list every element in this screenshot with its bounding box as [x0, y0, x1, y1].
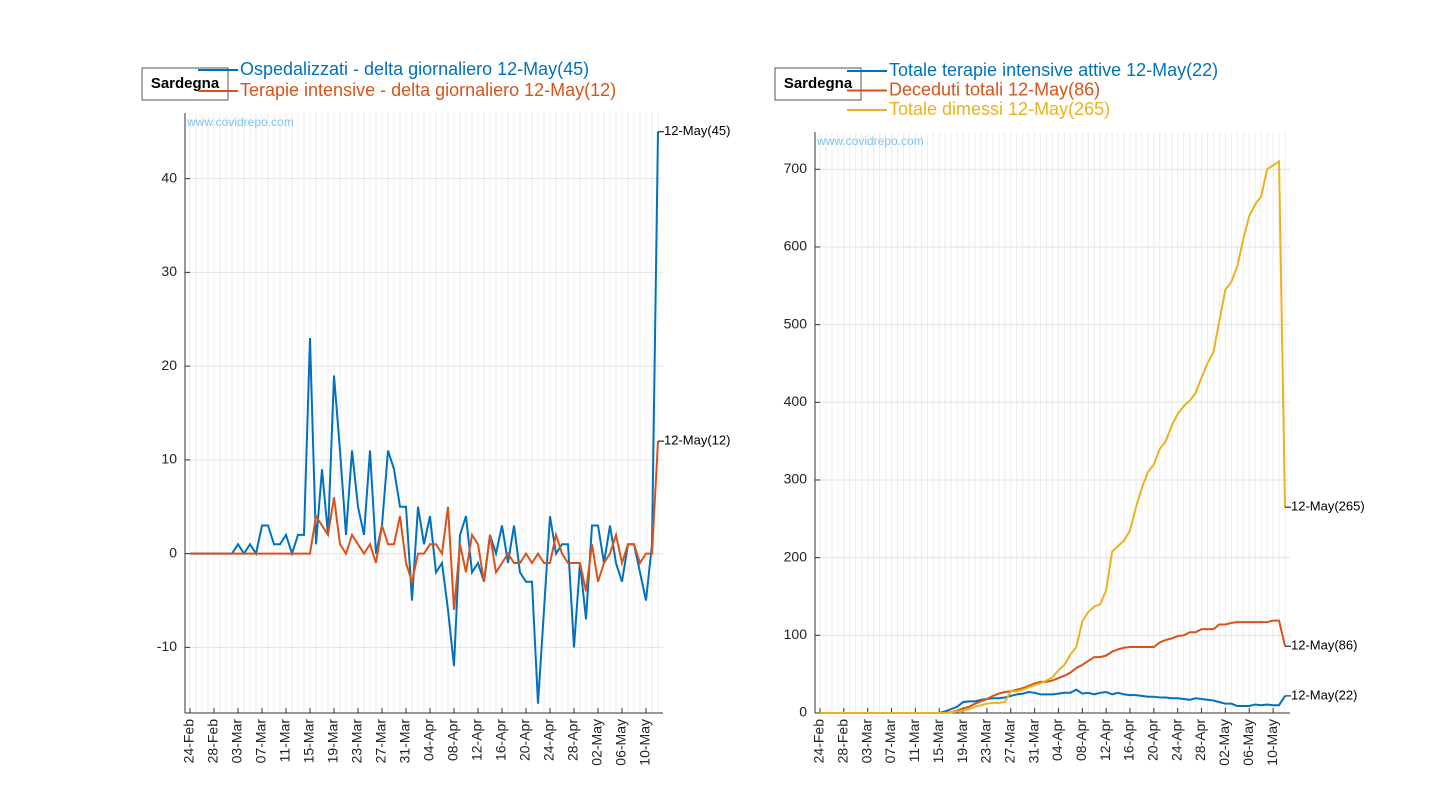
x-tick-label: 24-Apr [1168, 719, 1184, 761]
y-tick-label: 0 [799, 704, 807, 720]
x-tick-label: 23-Mar [349, 719, 365, 764]
x-tick-label: 24-Apr [541, 719, 557, 761]
y-tick-label: 300 [784, 471, 808, 487]
region-box [141, 67, 229, 101]
x-tick-label: 02-May [589, 719, 605, 766]
legend-label: Totale dimessi 12-May(265) [889, 99, 1110, 119]
x-tick-label: 02-May [1216, 719, 1232, 766]
x-tick-label: 28-Apr [565, 719, 581, 761]
x-tick-label: 28-Feb [835, 719, 851, 764]
end-label: 12-May(86) [1291, 638, 1357, 653]
region-label: Sardegna [784, 75, 853, 92]
x-tick-label: 27-Mar [1001, 719, 1017, 764]
y-tick-label: 200 [784, 548, 808, 564]
y-tick-label: 10 [161, 451, 177, 467]
x-tick-label: 24-Feb [811, 719, 827, 764]
region-label: Sardegna [151, 75, 220, 92]
x-tick-label: 12-Apr [1097, 719, 1113, 761]
x-tick-label: 23-Mar [978, 719, 994, 764]
x-tick-label: 04-Apr [421, 719, 437, 761]
series-line [820, 159, 1286, 714]
y-tick-label: 40 [161, 169, 177, 185]
x-tick-label: 08-Apr [445, 719, 461, 761]
x-tick-label: 04-Apr [1049, 719, 1065, 761]
x-tick-label: 31-Mar [1025, 719, 1041, 764]
x-tick-label: 15-Mar [930, 719, 946, 764]
y-tick-label: 20 [161, 357, 177, 373]
x-tick-label: 06-May [613, 719, 629, 766]
x-tick-label: 20-Apr [1145, 719, 1161, 761]
series-line [190, 441, 659, 610]
legend-label: Totale terapie intensive attive 12-May(2… [889, 60, 1218, 80]
x-tick-label: 16-Apr [1121, 719, 1137, 761]
x-tick-label: 15-Mar [301, 719, 317, 764]
region-box [774, 67, 862, 101]
end-label: 12-May(265) [1291, 499, 1365, 514]
x-tick-label: 06-May [1240, 719, 1256, 766]
y-tick-label: 30 [161, 263, 177, 279]
x-tick-label: 19-Mar [954, 719, 970, 764]
x-tick-label: 11-Mar [906, 719, 922, 763]
x-tick-label: 12-Apr [469, 719, 485, 761]
y-tick-label: 0 [169, 544, 177, 560]
y-tick-label: 400 [784, 393, 808, 409]
end-label: 12-May(12) [664, 433, 730, 448]
y-tick-label: 100 [784, 626, 808, 642]
y-tick-label: 500 [784, 315, 808, 331]
x-tick-label: 10-May [1264, 719, 1280, 766]
x-tick-label: 03-Mar [858, 719, 874, 764]
x-tick-label: 07-Mar [882, 719, 898, 764]
x-tick-label: 16-Apr [493, 719, 509, 761]
x-tick-label: 28-Apr [1192, 719, 1208, 761]
legend-label: Deceduti totali 12-May(86) [889, 79, 1100, 99]
watermark: www.covidrepo.com [816, 134, 924, 148]
x-tick-label: 10-May [637, 719, 653, 766]
x-tick-label: 07-Mar [253, 719, 269, 764]
legend-label: Terapie intensive - delta giornaliero 12… [240, 80, 616, 100]
x-tick-label: 20-Apr [517, 719, 533, 761]
y-tick-label: -10 [157, 638, 177, 654]
x-tick-label: 08-Apr [1073, 719, 1089, 761]
x-tick-label: 24-Feb [181, 719, 197, 764]
x-tick-label: 19-Mar [325, 719, 341, 764]
y-tick-label: 600 [784, 238, 808, 254]
legend-label: Ospedalizzati - delta giornaliero 12-May… [240, 59, 589, 79]
x-tick-label: 28-Feb [205, 719, 221, 764]
y-tick-label: 700 [784, 160, 808, 176]
x-tick-label: 27-Mar [373, 719, 389, 764]
end-label: 12-May(22) [1291, 687, 1357, 702]
x-tick-label: 31-Mar [397, 719, 413, 764]
watermark: www.covidrepo.com [186, 115, 294, 129]
x-tick-label: 03-Mar [229, 719, 245, 764]
end-label: 12-May(45) [664, 123, 730, 138]
x-tick-label: 11-Mar [277, 719, 293, 763]
